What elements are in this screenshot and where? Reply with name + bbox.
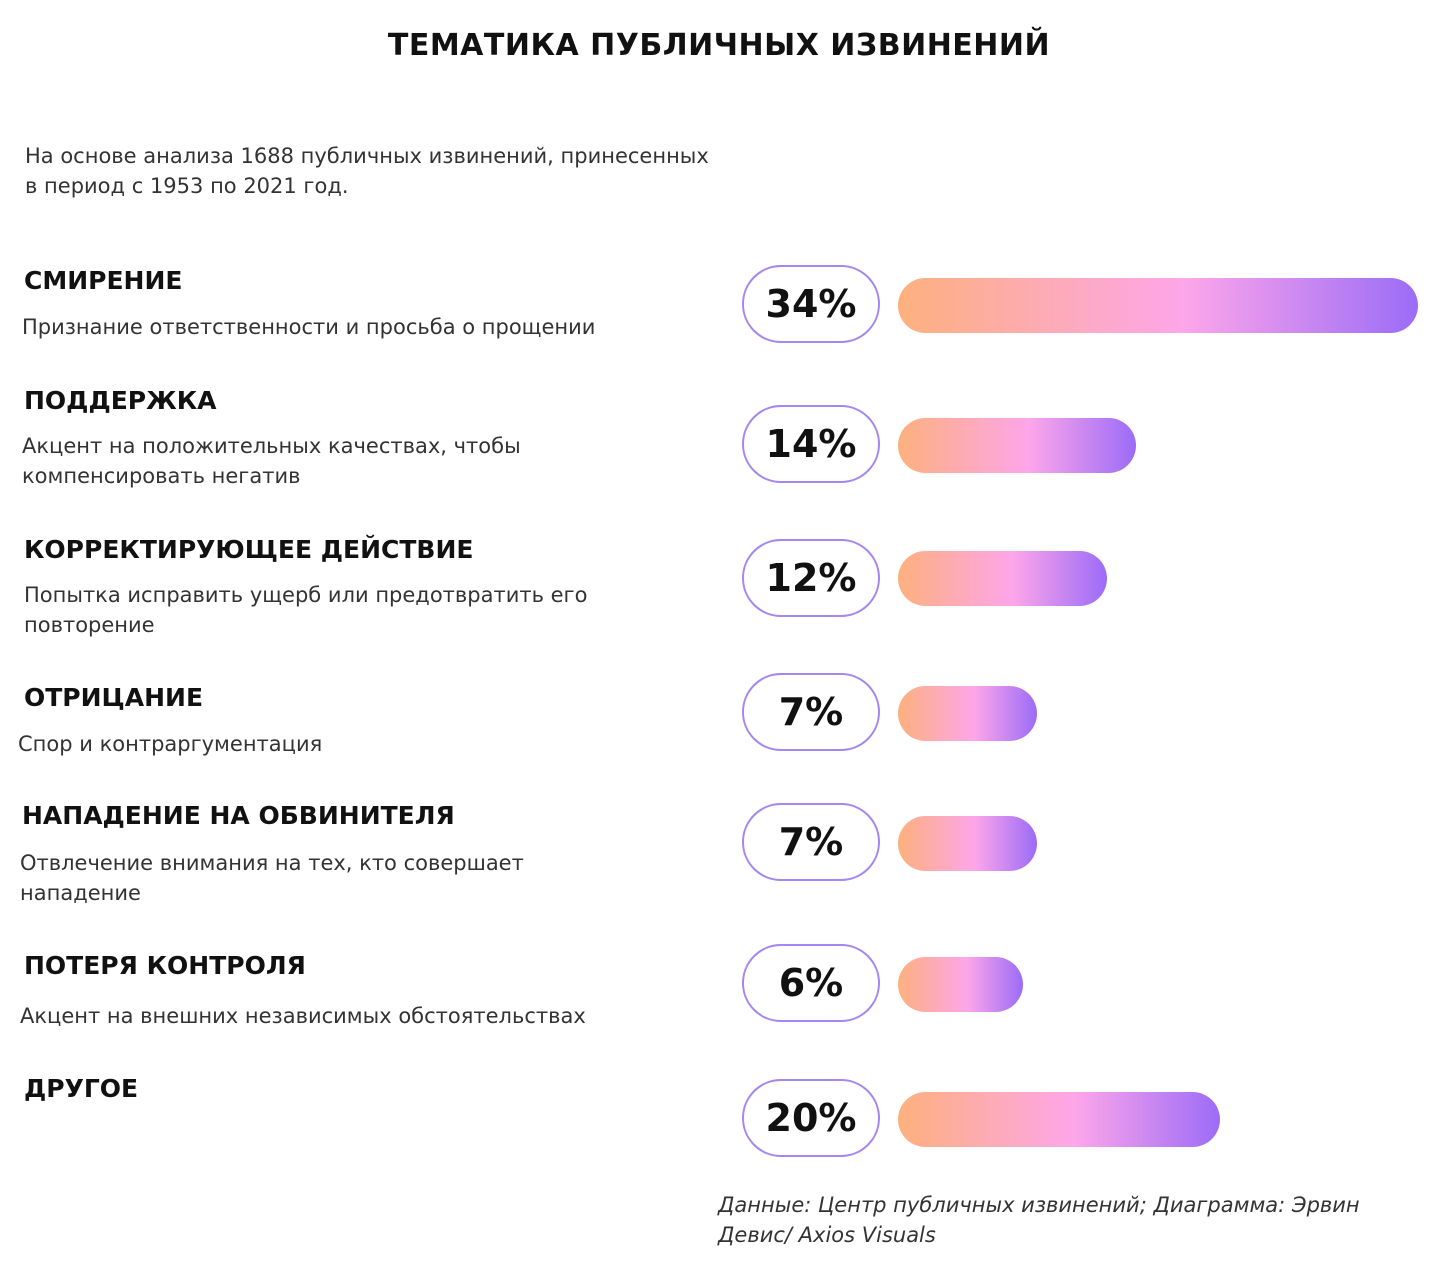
bar — [898, 418, 1136, 473]
value-label: 7% — [742, 673, 880, 751]
category-description: Акцент на внешних независимых обстоятель… — [20, 1004, 586, 1028]
value-label: 14% — [742, 405, 880, 483]
source-note: Данные: Центр публичных извинений; Диагр… — [718, 1193, 1360, 1247]
bar — [898, 816, 1037, 871]
bar — [898, 278, 1418, 333]
category-title: ПОТЕРЯ КОНТРОЛЯ — [24, 951, 306, 980]
category-title: КОРРЕКТИРУЮЩЕЕ ДЕЙСТВИЕ — [24, 535, 474, 564]
category-description: Спор и контраргументация — [18, 732, 323, 756]
value-label: 6% — [742, 944, 880, 1022]
value-label: 34% — [742, 265, 880, 343]
bar — [898, 686, 1037, 741]
chart-title: ТЕМАТИКА ПУБЛИЧНЫХ ИЗВИНЕНИЙ — [387, 28, 1051, 63]
category-description: Акцент на положительных качествах, чтобы… — [22, 434, 521, 488]
bar — [898, 1092, 1221, 1147]
value-label: 20% — [742, 1079, 880, 1157]
category-description: Попытка исправить ущерб или предотвратит… — [24, 583, 588, 637]
category-title: НАПАДЕНИЕ НА ОБВИНИТЕЛЯ — [22, 801, 455, 830]
chart-subtitle: На основе анализа 1688 публичных извинен… — [25, 144, 709, 198]
category-title: ДРУГОЕ — [24, 1074, 139, 1103]
bar — [898, 957, 1023, 1012]
value-label: 7% — [742, 803, 880, 881]
category-title: СМИРЕНИЕ — [24, 266, 183, 295]
value-label: 12% — [742, 539, 880, 617]
category-title: ОТРИЦАНИЕ — [24, 683, 204, 712]
category-description: Признание ответственности и просьба о пр… — [22, 315, 596, 339]
bar — [898, 551, 1108, 606]
category-description: Отвлечение внимания на тех, кто совершае… — [20, 851, 524, 905]
category-title: ПОДДЕРЖКА — [24, 386, 217, 415]
